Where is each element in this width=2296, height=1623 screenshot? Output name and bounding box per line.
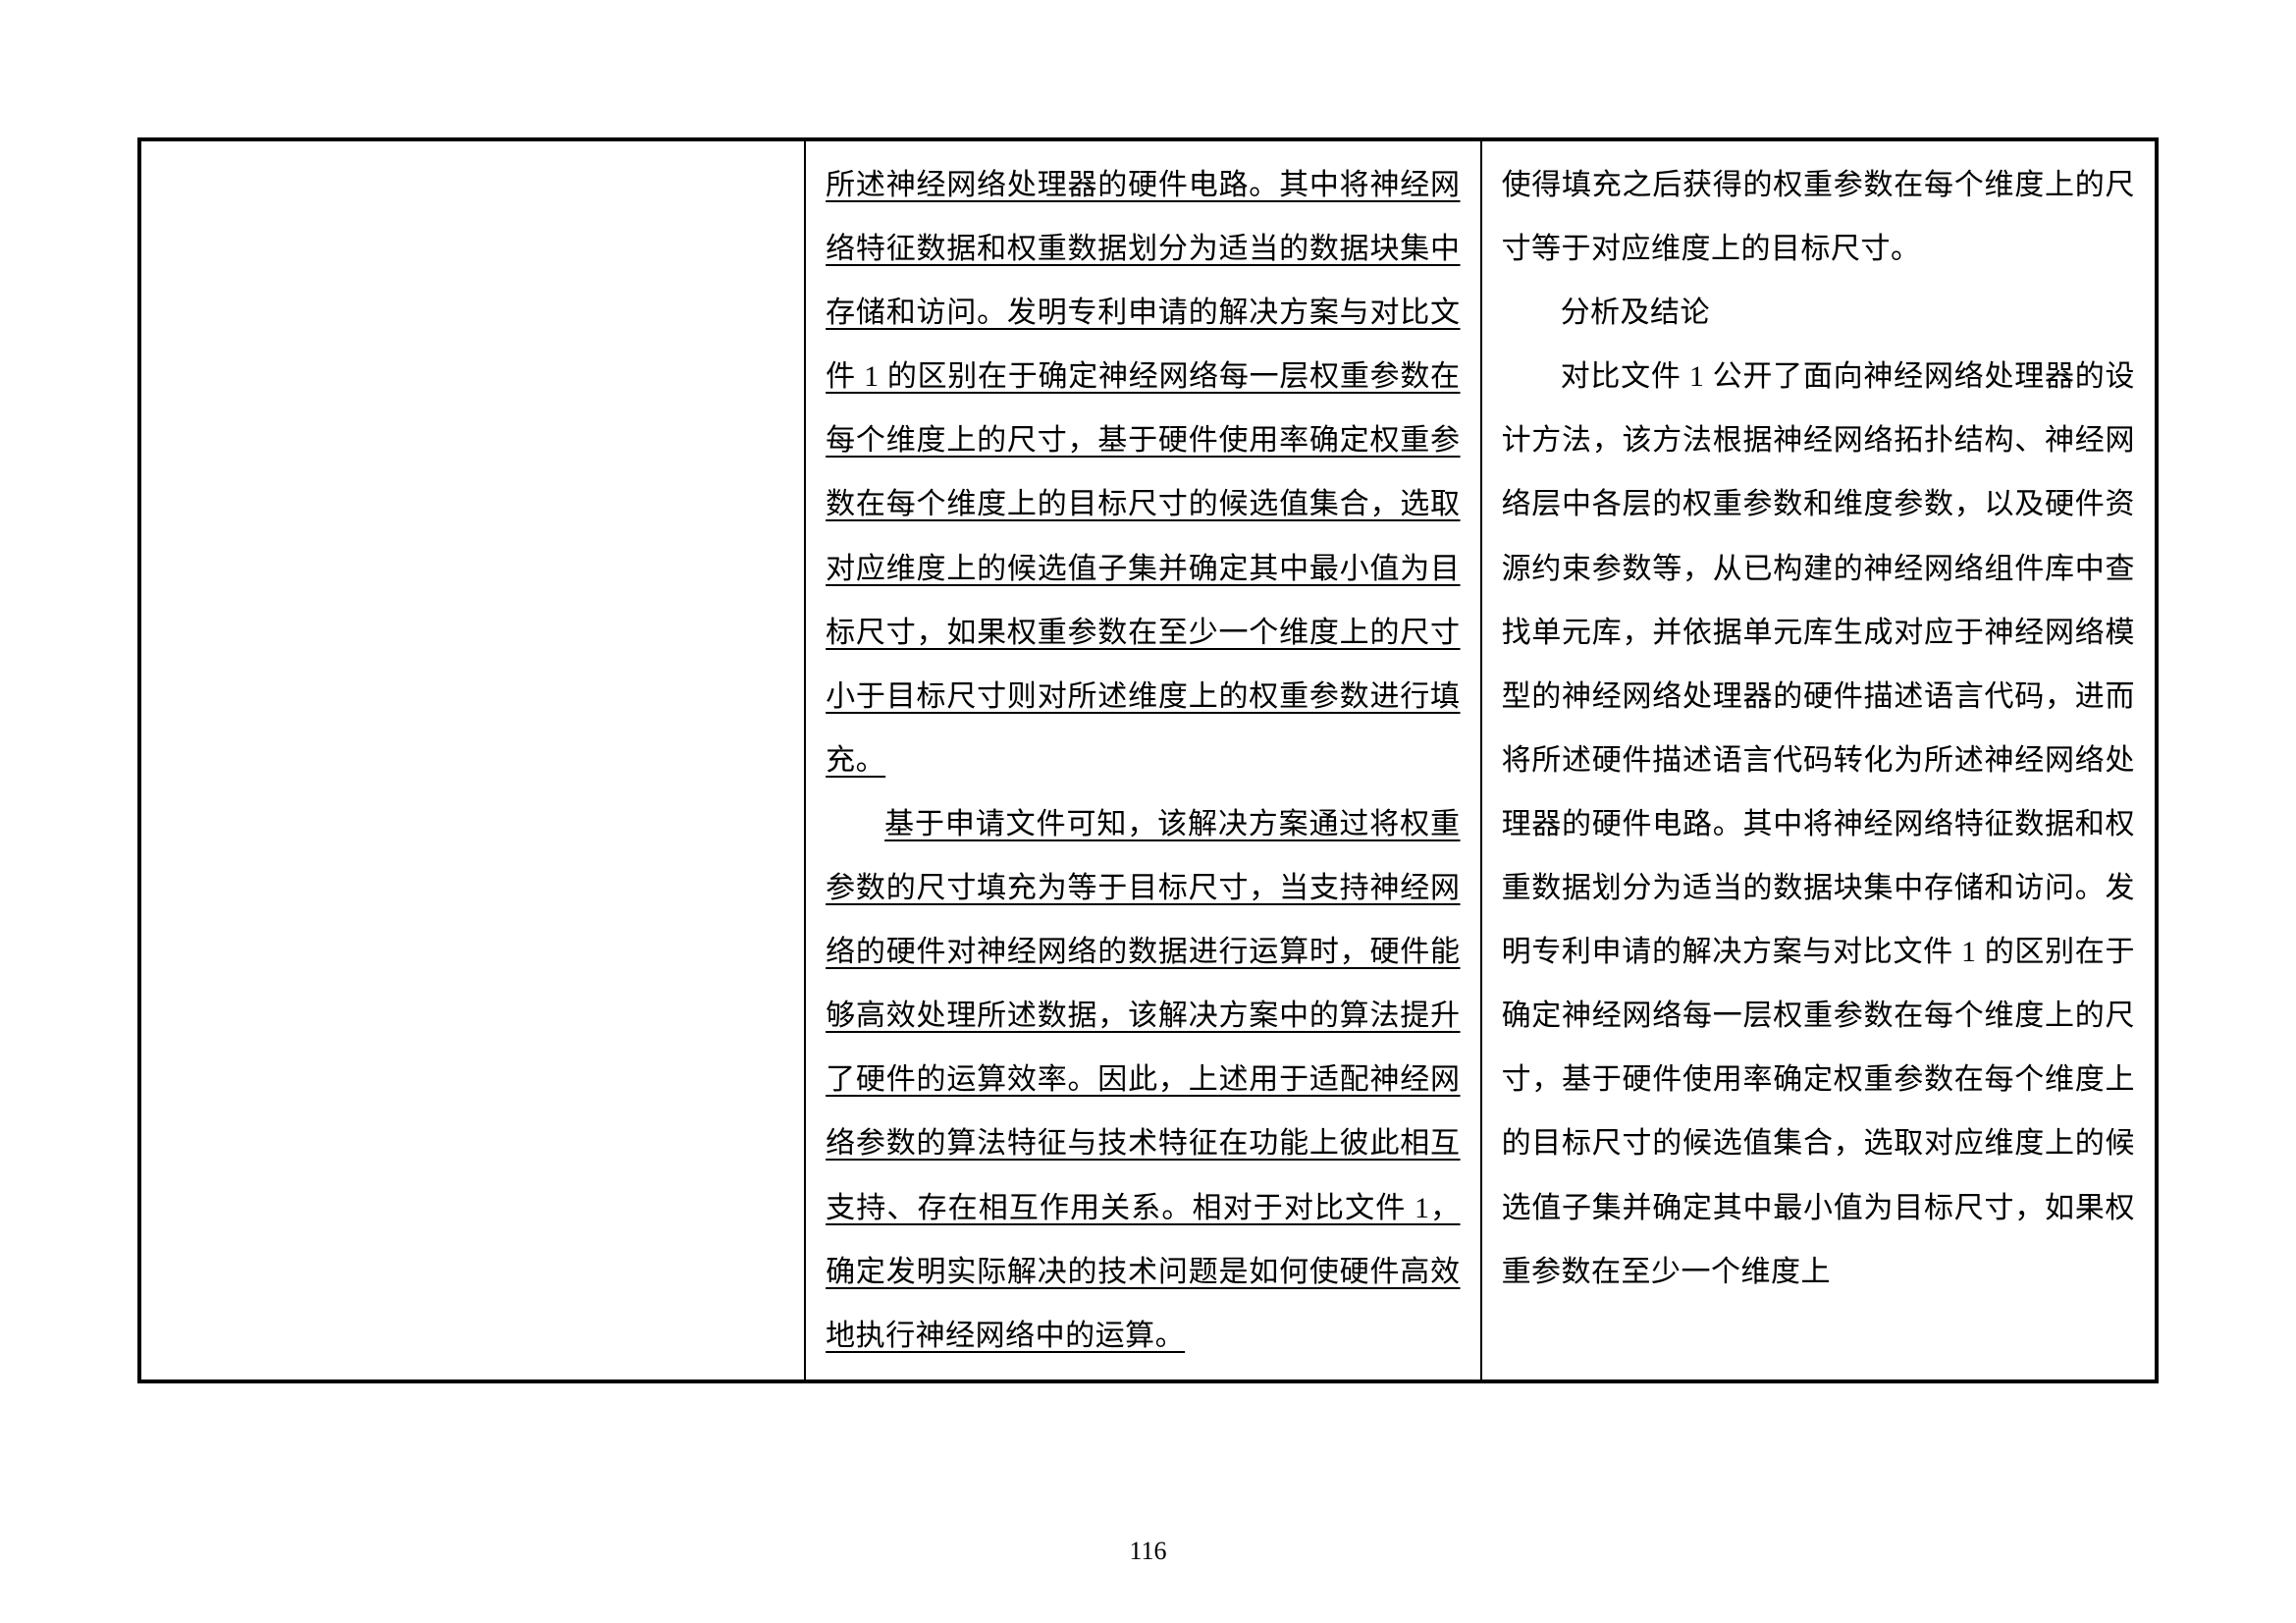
page-number: 116: [1129, 1537, 1166, 1566]
col2-paragraph-2: 基于申请文件可知，该解决方案通过将权重参数的尺寸填充为等于目标尺寸，当支持神经网…: [826, 792, 1460, 1368]
table-cell-col1: [139, 139, 805, 1381]
comparison-table: 所述神经网络处理器的硬件电路。其中将神经网络特征数据和权重数据划分为适当的数据块…: [137, 137, 2159, 1383]
col3-section-title: 分析及结论: [1502, 281, 2135, 345]
page-container: 所述神经网络处理器的硬件电路。其中将神经网络特征数据和权重数据划分为适当的数据块…: [0, 0, 2296, 1623]
table-cell-col2: 所述神经网络处理器的硬件电路。其中将神经网络特征数据和权重数据划分为适当的数据块…: [805, 139, 1480, 1381]
col3-paragraph-3: 对比文件 1 公开了面向神经网络处理器的设计方法，该方法根据神经网络拓扑结构、神…: [1502, 345, 2135, 1303]
table-row: 所述神经网络处理器的硬件电路。其中将神经网络特征数据和权重数据划分为适当的数据块…: [139, 139, 2157, 1381]
col1-content: [141, 141, 804, 165]
col3-paragraph-1: 使得填充之后获得的权重参数在每个维度上的尺寸等于对应维度上的目标尺寸。: [1502, 153, 2135, 281]
table-cell-col3: 使得填充之后获得的权重参数在每个维度上的尺寸等于对应维度上的目标尺寸。 分析及结…: [1481, 139, 2157, 1381]
col2-content: 所述神经网络处理器的硬件电路。其中将神经网络特征数据和权重数据划分为适当的数据块…: [806, 141, 1479, 1380]
col3-content: 使得填充之后获得的权重参数在每个维度上的尺寸等于对应维度上的目标尺寸。 分析及结…: [1482, 141, 2155, 1316]
col2-paragraph-1: 所述神经网络处理器的硬件电路。其中将神经网络特征数据和权重数据划分为适当的数据块…: [826, 153, 1460, 792]
